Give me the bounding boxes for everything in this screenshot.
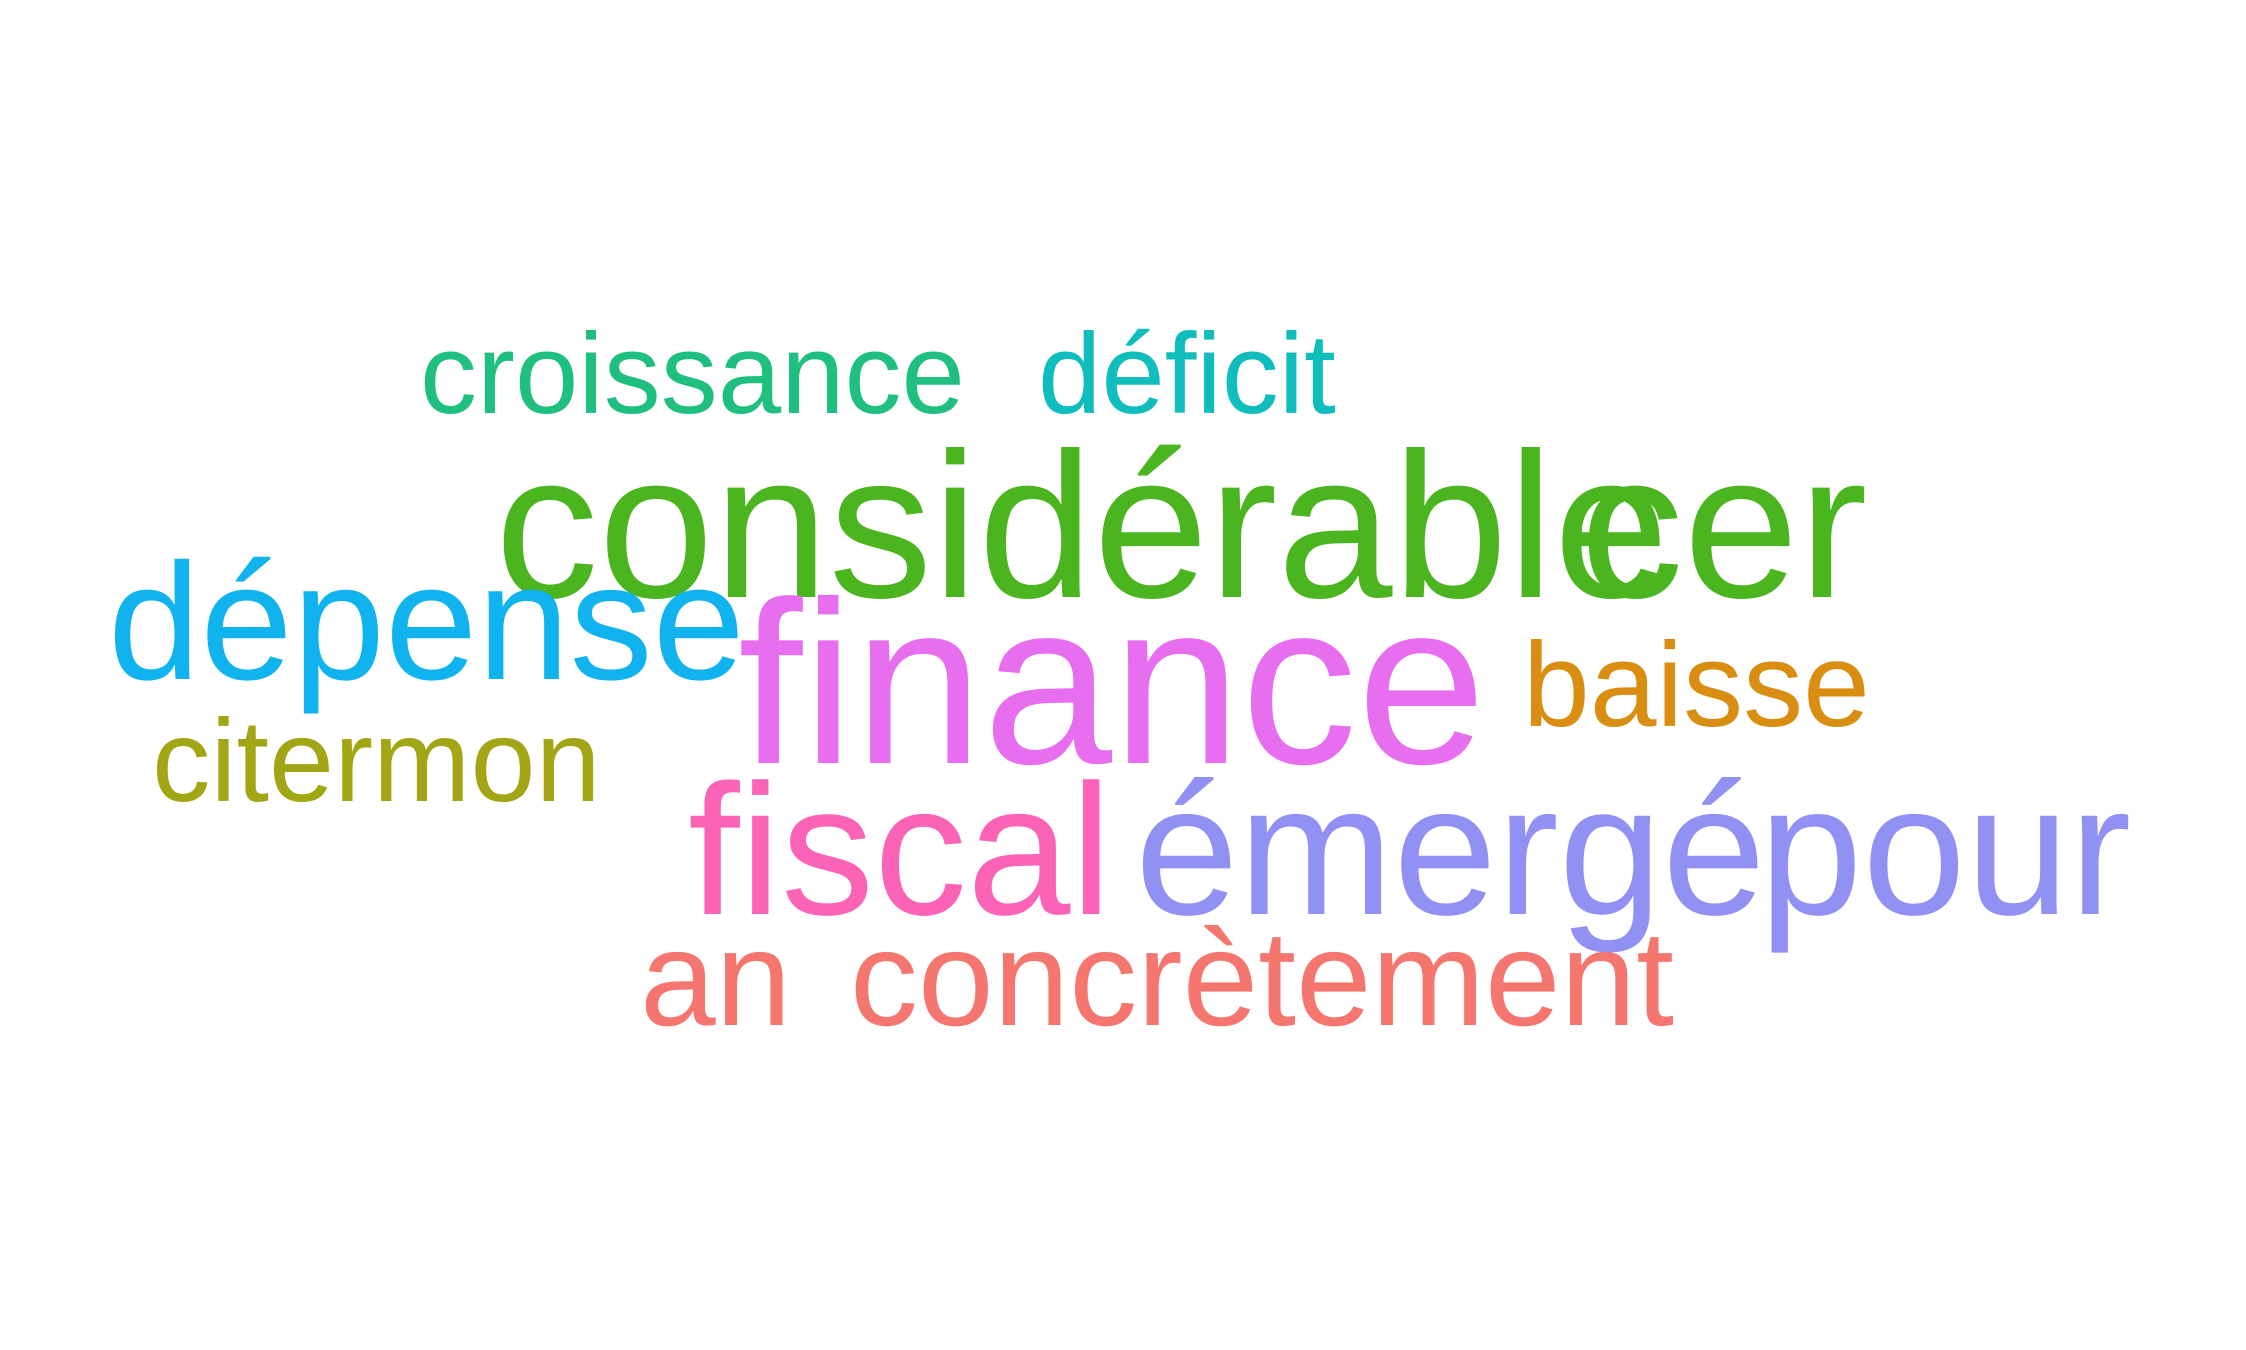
word-deficit: déficit	[1038, 311, 1336, 438]
word-croissance: croissance	[420, 311, 965, 438]
word-finance: finance	[738, 554, 1487, 813]
word-fiscal: fiscal	[688, 747, 1112, 954]
word-baisse: baisse	[1523, 618, 1870, 752]
word-cer: cer	[1580, 410, 1868, 641]
word-pour: pour	[1759, 747, 2132, 954]
word-considerable: considérable	[495, 410, 1669, 641]
word-an: an	[640, 902, 792, 1054]
word-concretement: concrètement	[850, 902, 1674, 1054]
word-depense: dépense	[108, 530, 745, 715]
word-citermon: citermon	[152, 695, 601, 826]
word-emerge: émergé	[1135, 747, 1766, 954]
